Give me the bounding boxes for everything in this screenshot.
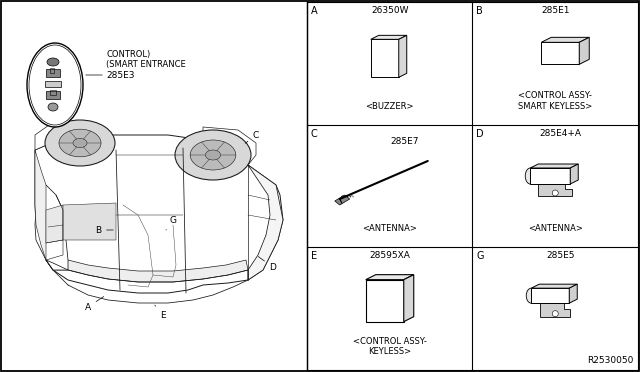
Bar — [369, 280, 381, 296]
Bar — [50, 68, 54, 73]
Circle shape — [404, 293, 411, 299]
Polygon shape — [541, 42, 579, 64]
Polygon shape — [540, 303, 570, 317]
Ellipse shape — [540, 290, 545, 301]
Text: <CONTROL ASSY-
KEYLESS>: <CONTROL ASSY- KEYLESS> — [353, 337, 427, 356]
Ellipse shape — [526, 288, 536, 303]
Polygon shape — [46, 205, 63, 243]
Text: 26350W: 26350W — [371, 6, 408, 15]
Polygon shape — [35, 150, 46, 260]
Polygon shape — [371, 39, 399, 77]
Bar — [50, 90, 56, 95]
Bar — [46, 69, 60, 77]
Text: D: D — [259, 257, 276, 272]
Text: D: D — [477, 129, 484, 139]
Polygon shape — [531, 284, 577, 288]
Polygon shape — [335, 195, 349, 205]
Text: 285E5: 285E5 — [546, 251, 575, 260]
Text: 285E4+A: 285E4+A — [540, 129, 581, 138]
Text: <CONTROL ASSY-
SMART KEYLESS>: <CONTROL ASSY- SMART KEYLESS> — [518, 91, 593, 110]
Bar — [372, 277, 375, 280]
Circle shape — [552, 190, 558, 196]
Polygon shape — [541, 37, 589, 42]
Text: (SMART ENTRANCE: (SMART ENTRANCE — [106, 60, 186, 68]
Circle shape — [570, 44, 575, 49]
Text: <BUZZER>: <BUZZER> — [365, 102, 414, 110]
Ellipse shape — [29, 45, 81, 125]
Text: C: C — [311, 129, 317, 139]
Polygon shape — [579, 37, 589, 64]
Ellipse shape — [190, 140, 236, 170]
Ellipse shape — [525, 168, 535, 184]
Polygon shape — [404, 275, 413, 322]
Text: 28595XA: 28595XA — [369, 251, 410, 260]
Circle shape — [552, 311, 558, 317]
Polygon shape — [570, 164, 579, 184]
Circle shape — [377, 46, 381, 50]
Ellipse shape — [47, 58, 59, 66]
Polygon shape — [371, 35, 407, 39]
Polygon shape — [569, 284, 577, 303]
Bar — [579, 51, 584, 54]
Bar — [579, 46, 584, 49]
Bar — [372, 313, 397, 321]
Polygon shape — [531, 164, 579, 168]
Ellipse shape — [205, 150, 221, 160]
Bar — [386, 42, 394, 54]
Bar — [579, 56, 584, 59]
Text: B: B — [95, 225, 113, 234]
Polygon shape — [538, 184, 572, 196]
Circle shape — [544, 44, 548, 49]
Ellipse shape — [59, 129, 101, 157]
Polygon shape — [531, 288, 569, 303]
Text: B: B — [477, 6, 483, 16]
Polygon shape — [399, 35, 407, 77]
Bar — [46, 91, 60, 99]
Text: 285E7: 285E7 — [390, 137, 419, 146]
Polygon shape — [365, 275, 413, 280]
Text: <ANTENNA>: <ANTENNA> — [362, 224, 417, 233]
Bar — [380, 277, 383, 280]
Text: R2530050: R2530050 — [588, 356, 634, 365]
Polygon shape — [46, 255, 248, 282]
Text: G: G — [477, 251, 484, 262]
Ellipse shape — [537, 170, 543, 182]
Polygon shape — [248, 165, 283, 280]
Bar — [388, 277, 391, 280]
Text: 285E1: 285E1 — [541, 6, 570, 15]
Bar — [45, 81, 61, 87]
Text: C: C — [245, 131, 259, 143]
Text: A: A — [311, 6, 317, 16]
Text: E: E — [155, 305, 166, 320]
Bar — [396, 277, 399, 280]
Bar — [375, 42, 383, 54]
Ellipse shape — [175, 130, 251, 180]
Polygon shape — [531, 168, 570, 184]
Text: 285E3: 285E3 — [106, 71, 134, 80]
Polygon shape — [365, 280, 404, 322]
Polygon shape — [35, 120, 60, 150]
Polygon shape — [63, 203, 116, 240]
Text: G: G — [166, 215, 177, 230]
Text: A: A — [85, 296, 104, 311]
Ellipse shape — [45, 120, 115, 166]
Ellipse shape — [73, 138, 87, 148]
Bar — [376, 277, 379, 280]
Ellipse shape — [27, 43, 83, 127]
Ellipse shape — [48, 103, 58, 111]
Polygon shape — [35, 135, 283, 293]
Text: CONTROL): CONTROL) — [106, 49, 150, 58]
Bar — [392, 277, 395, 280]
Text: E: E — [311, 251, 317, 262]
Text: <ANTENNA>: <ANTENNA> — [528, 224, 582, 233]
Polygon shape — [203, 127, 256, 165]
Bar — [375, 60, 395, 70]
Polygon shape — [35, 185, 68, 270]
Bar — [386, 280, 399, 296]
